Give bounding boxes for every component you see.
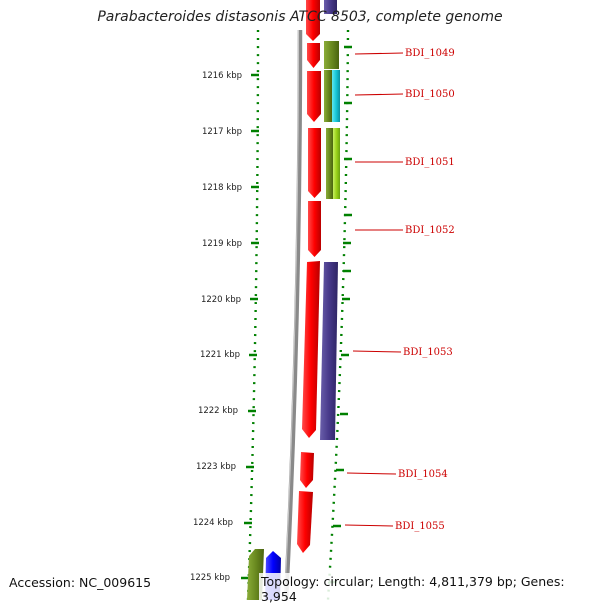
map-title: Parabacteroides distasonis ATCC 8503, co… bbox=[97, 9, 503, 25]
label-leader-line bbox=[352, 350, 402, 353]
gene-feature[interactable] bbox=[324, 0, 337, 14]
backbone-ring bbox=[283, 29, 303, 601]
cds-arrow[interactable] bbox=[308, 128, 321, 198]
gene-label-bdi-1049[interactable]: BDI_1049 bbox=[405, 48, 455, 59]
gene-feature[interactable] bbox=[324, 41, 339, 69]
gene-label-bdi-1050[interactable]: BDI_1050 bbox=[405, 89, 455, 100]
tick-label: 1217 kbp bbox=[202, 127, 242, 137]
cds-arrow[interactable] bbox=[302, 261, 320, 438]
cds-arrow[interactable] bbox=[308, 201, 321, 257]
label-leader-line bbox=[346, 472, 397, 475]
tick-label: 1220 kbp bbox=[201, 295, 241, 305]
inner-dotted-ring bbox=[326, 29, 350, 601]
gene-feature[interactable] bbox=[326, 128, 333, 199]
tick-label: 1222 kbp bbox=[198, 406, 238, 416]
cds-arrow[interactable] bbox=[307, 43, 320, 68]
gene-label-bdi-1053[interactable]: BDI_1053 bbox=[403, 347, 453, 358]
cds-arrow[interactable] bbox=[300, 452, 314, 488]
tick-label: 1223 kbp bbox=[196, 462, 236, 472]
tick-label: 1224 kbp bbox=[193, 518, 233, 528]
tick-label: 1216 kbp bbox=[202, 71, 242, 81]
outer-dotted-ring bbox=[246, 29, 260, 601]
backbone-ring-highlight bbox=[284, 29, 299, 601]
gene-feature[interactable] bbox=[333, 128, 340, 199]
cds-arrow[interactable] bbox=[306, 0, 320, 41]
tick-label: 1225 kbp bbox=[190, 573, 230, 583]
cds-arrow[interactable] bbox=[307, 71, 321, 122]
label-leader-line bbox=[354, 52, 404, 55]
gene-label-bdi-1052[interactable]: BDI_1052 bbox=[405, 225, 455, 236]
gene-feature[interactable] bbox=[332, 70, 340, 122]
accession-text: Accession: NC_009615 bbox=[9, 575, 152, 590]
gene-feature[interactable] bbox=[320, 262, 338, 440]
label-leader-line bbox=[344, 524, 394, 527]
gene-feature[interactable] bbox=[324, 70, 332, 122]
gene-label-bdi-1051[interactable]: BDI_1051 bbox=[405, 157, 455, 168]
tick-label: 1219 kbp bbox=[202, 239, 242, 249]
tick-label: 1218 kbp bbox=[202, 183, 242, 193]
cds-arrow[interactable] bbox=[297, 491, 313, 553]
gene-label-bdi-1055[interactable]: BDI_1055 bbox=[395, 521, 445, 532]
tick-label: 1221 kbp bbox=[200, 350, 240, 360]
label-leader-line bbox=[354, 93, 404, 96]
gene-label-bdi-1054[interactable]: BDI_1054 bbox=[398, 469, 448, 480]
genome-summary-text: Topology: circular; Length: 4,811,379 bp… bbox=[259, 573, 600, 605]
